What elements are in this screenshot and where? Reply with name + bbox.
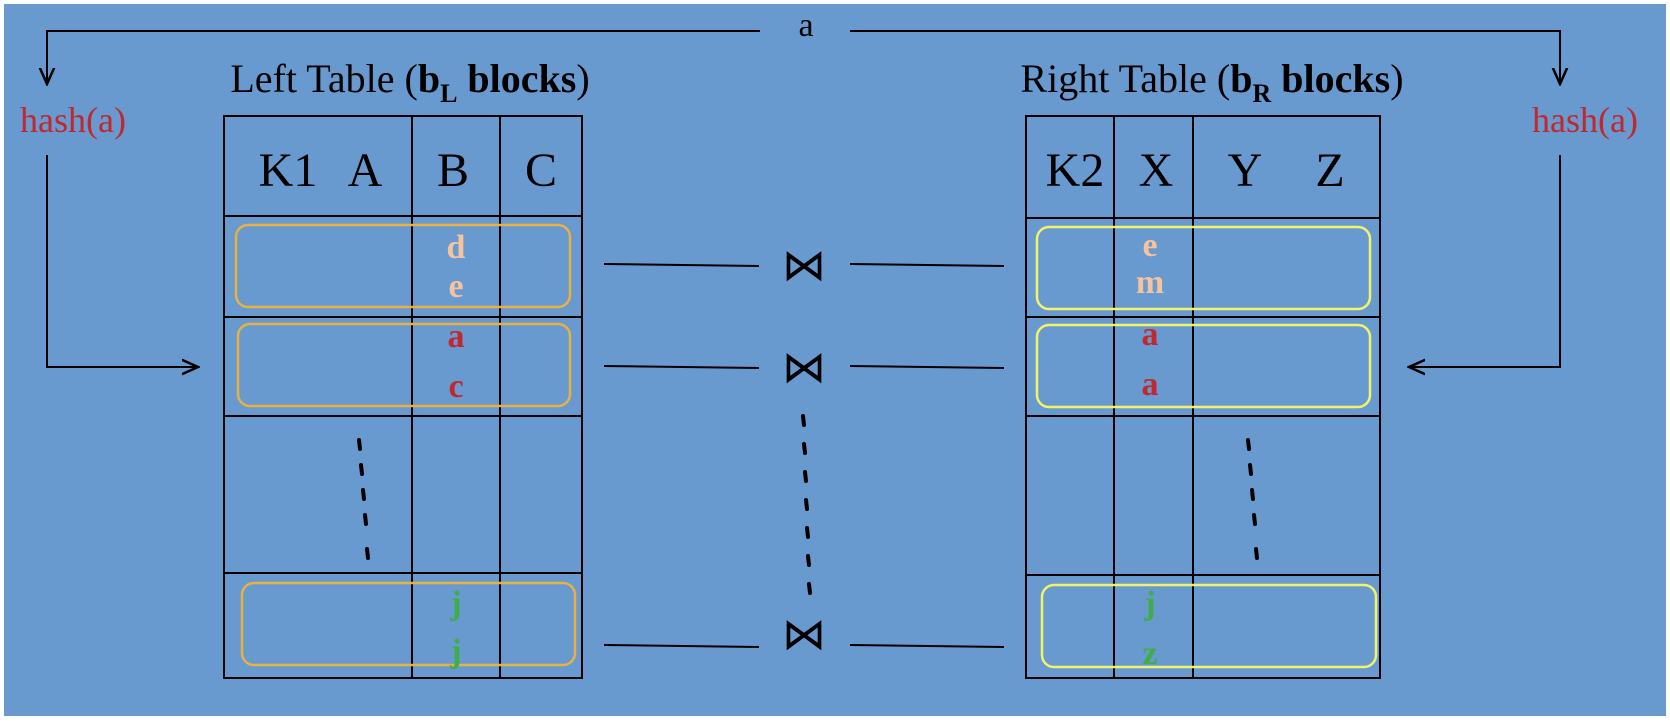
left-table [223, 115, 583, 679]
top-route-line-left [47, 30, 760, 84]
left-title-suffix: ) [576, 56, 589, 101]
left-table-ellipsis [357, 438, 370, 560]
left-block-outline-2 [236, 322, 572, 408]
join-symbol-1: ⋈ [782, 241, 826, 290]
left-value: c [448, 368, 463, 405]
right-block-outlines [1035, 225, 1378, 669]
right-value: z [1142, 635, 1157, 672]
join-line-right-3 [849, 644, 1005, 648]
right-title-suffix: ) [1390, 56, 1403, 101]
right-value: a [1142, 366, 1159, 403]
right-title-blocks: blocks [1271, 56, 1390, 101]
right-header-x: X [1139, 144, 1174, 197]
left-table-border [223, 115, 583, 679]
join-line-right-1 [849, 263, 1005, 267]
right-value: m [1136, 264, 1164, 301]
left-block-outline-3 [240, 581, 577, 667]
right-value: a [1142, 316, 1159, 353]
right-block-outline-3 [1040, 583, 1378, 669]
right-table-border [1025, 115, 1381, 679]
join-line-right-2 [849, 365, 1005, 369]
right-hash-label: hash(a) [1532, 100, 1638, 140]
left-header-c: C [525, 144, 557, 197]
join-symbol-2: ⋈ [782, 343, 826, 392]
right-header-y: Y [1228, 144, 1263, 197]
left-block-outline-1 [234, 223, 572, 309]
right-title-sub: R [1252, 79, 1271, 108]
left-header-a: A [348, 144, 383, 197]
right-title-prefix: Right Table ( [1020, 56, 1230, 101]
left-hash-label: hash(a) [20, 100, 126, 140]
right-block-values: e m a a j z [1136, 227, 1164, 672]
right-block-outline-2 [1035, 323, 1372, 409]
right-header-z: Z [1315, 144, 1344, 197]
left-hash-arrow [46, 155, 198, 367]
right-block-outline-1 [1035, 225, 1372, 311]
join-symbols: ⋈ ⋈ ⋈ [782, 241, 826, 659]
join-ellipsis [801, 414, 812, 595]
left-title-b: b [418, 56, 440, 101]
right-table-ellipsis [1246, 438, 1259, 560]
left-header-k1: K1 [259, 144, 318, 197]
left-table-title: Left Table (bL blocks) [230, 56, 589, 108]
right-hash-arrow [1409, 155, 1561, 367]
right-title-b: b [1230, 56, 1252, 101]
right-value: e [1142, 227, 1157, 264]
left-value: a [448, 318, 465, 355]
join-connectors [603, 263, 1005, 648]
left-value: e [448, 268, 463, 305]
right-value: j [1143, 585, 1155, 622]
top-route-line-right [850, 30, 1560, 84]
join-line-left-3 [603, 644, 760, 648]
left-header-b: B [437, 144, 469, 197]
left-title-prefix: Left Table ( [230, 56, 417, 101]
top-join-key-label: a [798, 7, 813, 44]
left-title-blocks: blocks [457, 56, 576, 101]
left-value: j [449, 633, 461, 670]
join-line-left-1 [603, 263, 760, 267]
join-symbol-3: ⋈ [782, 610, 826, 659]
right-header-k2: K2 [1046, 144, 1105, 197]
left-title-sub: L [440, 79, 457, 108]
left-block-values: d e a c j j [447, 229, 466, 670]
left-block-outlines [234, 223, 577, 667]
right-table-title: Right Table (bR blocks) [1020, 56, 1403, 108]
left-value: d [447, 229, 466, 266]
diagram-background [4, 4, 1666, 716]
left-value: j [449, 585, 461, 622]
join-line-left-2 [603, 365, 760, 369]
